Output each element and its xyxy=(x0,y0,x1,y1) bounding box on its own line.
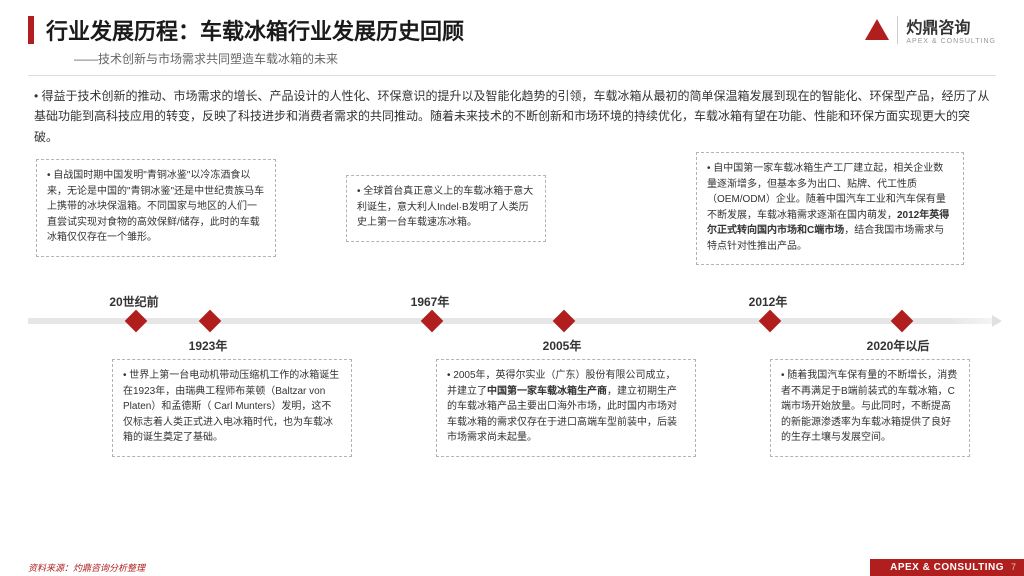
page-number: 7 xyxy=(1011,562,1016,572)
page-title: 行业发展历程：车载冰箱行业发展历史回顾 xyxy=(46,14,464,46)
timeline-year: 1967年 xyxy=(390,293,470,310)
timeline-year: 2012年 xyxy=(728,293,808,310)
timeline-box: 2005年，英得尔实业（广东）股份有限公司成立，并建立了中国第一家车载冰箱生产商… xyxy=(436,359,696,457)
logo-text: 灼鼎咨询 APEX & CONSULTING xyxy=(906,14,996,45)
footer: 资料来源：灼鼎咨询分析整理 APEX & CONSULTING xyxy=(0,558,1024,576)
timeline-year: 1923年 xyxy=(168,337,248,354)
timeline-diamond xyxy=(891,310,914,333)
title-block: 行业发展历程：车载冰箱行业发展历史回顾 xyxy=(28,14,464,46)
intro-text: 得益于技术创新的推动、市场需求的增长、产品设计的人性化、环保意识的提升以及智能化… xyxy=(0,76,1024,155)
timeline-box: 全球首台真正意义上的车载冰箱于意大利诞生，意大利人Indel·B发明了人类历史上… xyxy=(346,175,546,242)
timeline-year: 2005年 xyxy=(522,337,602,354)
timeline-box: 随着我国汽车保有量的不断增长，消费者不再满足于B端前装式的车载冰箱，C端市场开始… xyxy=(770,359,970,457)
logo: 灼鼎咨询 APEX & CONSULTING xyxy=(865,14,996,45)
timeline-box: 世界上第一台电动机带动压缩机工作的冰箱诞生在1923年，由瑞典工程师布莱顿（Ba… xyxy=(112,359,352,457)
logo-cn: 灼鼎咨询 xyxy=(906,14,996,38)
timeline-diamond xyxy=(421,310,444,333)
timeline-box: 自战国时期中国发明"青铜冰鉴"以冷冻酒食以来，无论是中国的"青铜冰鉴"还是中世纪… xyxy=(36,159,276,257)
timeline-box: 自中国第一家车载冰箱生产工厂建立起，相关企业数量逐渐增多，但基本多为出口、贴牌、… xyxy=(696,152,964,265)
logo-triangle-icon xyxy=(865,19,889,40)
timeline-diamond xyxy=(125,310,148,333)
header: 行业发展历程：车载冰箱行业发展历史回顾 ——技术创新与市场需求共同塑造车载冰箱的… xyxy=(0,0,1024,67)
timeline: 20世纪前 自战国时期中国发明"青铜冰鉴"以冷冻酒食以来，无论是中国的"青铜冰鉴"… xyxy=(0,155,1024,505)
page-subtitle: ——技术创新与市场需求共同塑造车载冰箱的未来 xyxy=(74,50,464,67)
logo-divider xyxy=(897,16,898,44)
timeline-diamond xyxy=(199,310,222,333)
logo-en: APEX & CONSULTING xyxy=(906,38,996,45)
accent-bar xyxy=(28,16,34,44)
footer-brand: APEX & CONSULTING xyxy=(870,559,1024,576)
timeline-diamond xyxy=(553,310,576,333)
timeline-year: 20世纪前 xyxy=(94,293,174,310)
source-text: 资料来源：灼鼎咨询分析整理 xyxy=(0,561,870,574)
timeline-diamond xyxy=(759,310,782,333)
title-wrap: 行业发展历程：车载冰箱行业发展历史回顾 ——技术创新与市场需求共同塑造车载冰箱的… xyxy=(28,14,464,67)
timeline-year: 2020年以后 xyxy=(858,337,938,354)
timeline-axis xyxy=(28,318,996,324)
